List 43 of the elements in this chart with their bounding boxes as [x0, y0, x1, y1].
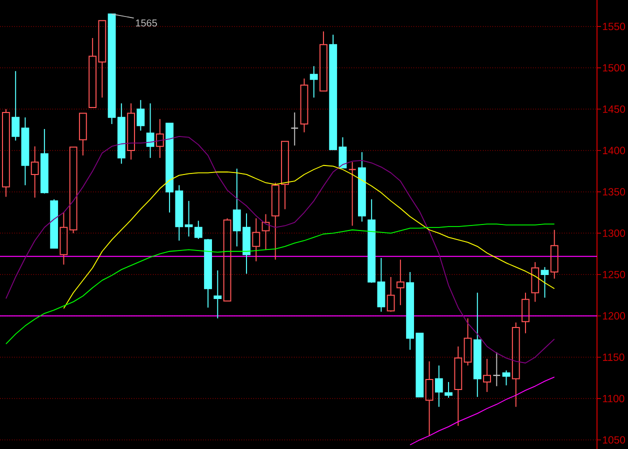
- candlestick: [2, 108, 10, 198]
- candlestick: [136, 100, 145, 132]
- candlestick: [262, 214, 270, 250]
- candlestick: [214, 270, 222, 319]
- candlestick: [531, 262, 540, 302]
- candlestick: [78, 112, 87, 156]
- candlestick: [156, 118, 164, 158]
- candlestick: [338, 136, 347, 168]
- candlestick: [146, 102, 154, 158]
- candlestick: [522, 292, 530, 334]
- candlestick: [320, 30, 328, 92]
- candlestick: [540, 266, 549, 298]
- y-tick-label: 1100: [603, 394, 624, 402]
- y-tick-label: 1550: [603, 22, 626, 30]
- candlestick: [502, 370, 510, 386]
- candlestick: [512, 322, 520, 408]
- candlestick: [396, 259, 404, 306]
- y-tick-label: 1450: [603, 105, 626, 113]
- annotation: 1565: [136, 19, 157, 27]
- candlestick: [434, 364, 443, 408]
- candlestick: [550, 229, 558, 280]
- y-tick-label: 1200: [603, 312, 626, 320]
- candlestick: [454, 346, 462, 426]
- candlestick: [425, 360, 434, 436]
- candlestick: [464, 318, 472, 366]
- candlestick: [194, 220, 202, 240]
- y-tick-label: 1500: [603, 64, 626, 72]
- candlestick: [184, 200, 193, 237]
- y-tick-label: 1300: [603, 229, 626, 237]
- y-tick-label: 1400: [603, 146, 626, 154]
- y-tick-label: 1050: [603, 436, 626, 444]
- candlestick: [252, 218, 260, 262]
- candlestick: [310, 66, 318, 98]
- candlestick: [444, 382, 453, 398]
- y-tick-label: 1350: [603, 188, 626, 196]
- candlestick: [483, 358, 491, 392]
- candlestick: [30, 146, 39, 198]
- candlestick: [290, 112, 299, 146]
- y-tick-label: 1250: [603, 270, 626, 278]
- y-tick-label: 1150: [603, 354, 624, 361]
- candlestick: [60, 212, 68, 266]
- candlestick: [300, 78, 308, 133]
- candlestick: [127, 102, 136, 160]
